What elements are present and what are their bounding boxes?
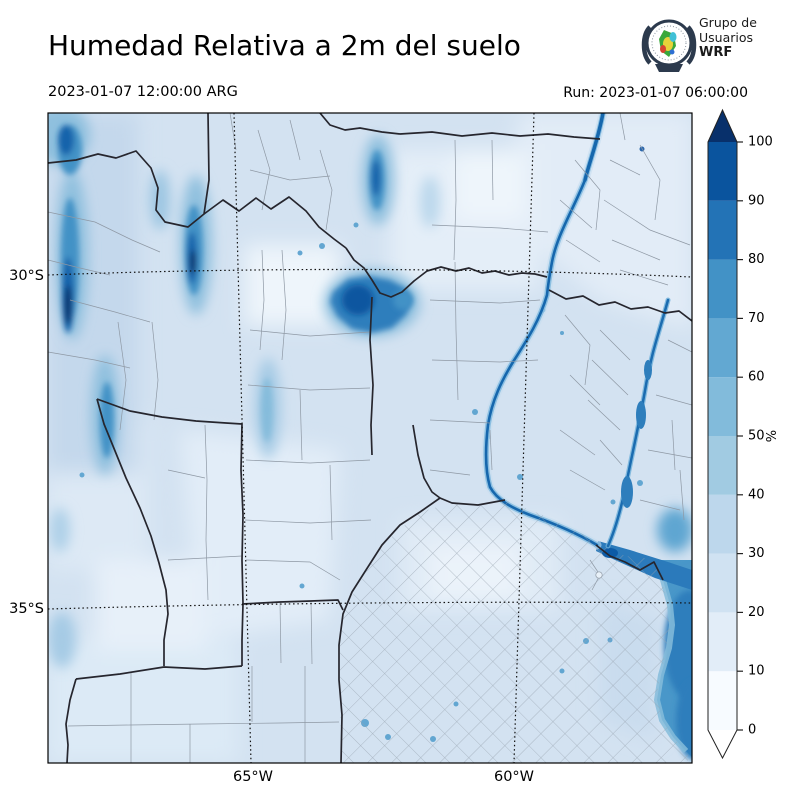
wrf-logo-icon [641, 19, 697, 72]
colorbar: 0 10 20 30 40 50 60 70 80 90 100 % [707, 108, 780, 760]
colorbar-under-arrow [708, 730, 737, 758]
lon-label-60w: 60°W [494, 769, 534, 785]
cbar-tick-100: 100 [748, 135, 773, 150]
colorbar-band-40-50 [708, 436, 737, 495]
colorbar-tick-labels: 0 10 20 30 40 50 60 70 80 90 100 [748, 135, 773, 738]
cbar-tick-80: 80 [748, 252, 765, 267]
colorbar-band-20-30 [708, 553, 737, 613]
run-time-label: Run: 2023-01-07 06:00:00 [563, 85, 748, 101]
lon-label-65w: 65°W [233, 769, 273, 785]
cbar-tick-20: 20 [748, 605, 765, 620]
lat-label-35s: 35°S [9, 601, 44, 617]
logo-line1: Grupo de [699, 15, 757, 30]
gridline-65w [233, 113, 252, 763]
page-title: Humedad Relativa a 2m del suelo [48, 29, 521, 62]
province-borders [48, 113, 692, 763]
buenos-aires-city [595, 571, 603, 579]
gridline-35s [48, 601, 692, 610]
colorbar-band-30-40 [708, 494, 737, 554]
laurel-left [641, 25, 652, 65]
colorbar-band-0-10 [708, 671, 737, 730]
cbar-tick-40: 40 [748, 487, 765, 502]
cbar-tick-70: 70 [748, 311, 765, 326]
department-borders [48, 113, 692, 763]
colorbar-band-70-80 [708, 259, 737, 319]
cbar-tick-30: 30 [748, 546, 765, 561]
buenos-aires-mesh [340, 500, 688, 763]
gridline-60w [513, 113, 535, 763]
map-frame [47, 112, 693, 764]
gridline-30s [48, 268, 692, 278]
logo-line2: Usuarios [699, 30, 754, 45]
laurel-right [686, 25, 697, 65]
colorbar-band-80-90 [708, 200, 737, 260]
colorbar-band-10-20 [708, 612, 737, 672]
colorbar-band-50-60 [708, 377, 737, 436]
cbar-tick-90: 90 [748, 193, 765, 208]
valid-time-label: 2023-01-07 12:00:00 ARG [48, 84, 238, 100]
logo-text: Grupo de Usuarios WRF [699, 15, 757, 60]
humidity-streaks [48, 113, 440, 668]
colorbar-unit-label: % [765, 430, 780, 442]
graticule [48, 113, 692, 763]
lat-label-30s: 30°S [9, 268, 44, 284]
colorbar-band-90-100 [708, 142, 737, 201]
logo-line3: WRF [699, 45, 733, 60]
axis-labels: 30°S 35°S 65°W 60°W [9, 268, 534, 785]
colorbar-over-arrow [708, 110, 737, 142]
colorbar-band-60-70 [708, 318, 737, 378]
colorbar-ticks [737, 141, 743, 731]
logo-ribbon [655, 64, 683, 72]
cbar-tick-10: 10 [748, 664, 765, 679]
cbar-tick-50: 50 [748, 429, 765, 444]
cbar-tick-60: 60 [748, 370, 765, 385]
cbar-tick-0: 0 [748, 723, 756, 738]
